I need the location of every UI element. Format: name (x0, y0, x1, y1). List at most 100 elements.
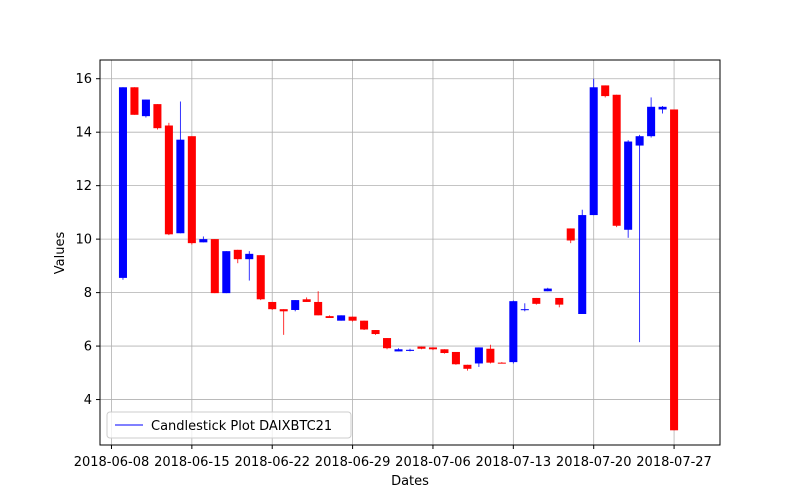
candle (589, 78, 598, 216)
candle-body (589, 87, 598, 216)
grid (100, 60, 720, 445)
y-tick-label: 16 (75, 72, 92, 87)
candle (509, 300, 518, 364)
candle (658, 105, 667, 114)
candle (337, 315, 346, 321)
x-tick-label: 2018-06-15 (154, 455, 230, 470)
candle (543, 287, 552, 292)
candle (383, 338, 392, 350)
candle (635, 134, 644, 343)
legend-label: Candlestick Plot DAIXBTC21 (151, 419, 332, 434)
candle (210, 239, 219, 294)
candle (394, 348, 403, 352)
candle (176, 101, 185, 234)
candle (371, 330, 380, 335)
candle-body (509, 301, 518, 363)
candle-body (233, 249, 242, 260)
candle-body (566, 228, 575, 241)
candle (118, 87, 127, 280)
candle-body (578, 215, 587, 314)
candle (601, 85, 610, 98)
candle (474, 347, 483, 367)
candle (130, 87, 139, 115)
candle (233, 249, 242, 264)
candle (222, 251, 231, 294)
candle (405, 348, 415, 352)
legend-box (106, 411, 352, 439)
candle-body (624, 141, 633, 230)
candles (118, 78, 679, 431)
candle-body (348, 316, 357, 321)
candle (417, 346, 426, 350)
candle (325, 315, 334, 319)
x-tick-label: 2018-07-27 (636, 455, 712, 470)
candle-body (612, 94, 621, 226)
candle (141, 99, 150, 118)
candle (463, 364, 472, 371)
candle-body (486, 348, 495, 363)
plot-frame (99, 59, 721, 446)
candle-body (658, 106, 667, 110)
candle-body (164, 125, 173, 235)
candle-body (405, 349, 415, 351)
x-axis-ticks: 2018-06-08 2018-06-15 2018-06-22 2018-06-29… (74, 445, 712, 470)
candle (256, 255, 265, 301)
candle-body (130, 87, 139, 115)
candle-body (635, 136, 644, 146)
x-tick-label: 2018-06-22 (234, 455, 310, 470)
candle-body (451, 351, 460, 365)
candle-body (670, 109, 679, 431)
y-tick-label: 14 (75, 126, 92, 141)
x-tick-label: 2018-07-13 (476, 455, 552, 470)
candle-body (222, 251, 231, 294)
candle (245, 251, 254, 281)
candle-body (325, 316, 334, 319)
candle (486, 344, 495, 364)
candle (199, 236, 208, 243)
candle (153, 104, 162, 130)
candle (279, 309, 288, 335)
candle-body (555, 297, 564, 305)
y-tick-label: 12 (75, 179, 92, 194)
candle (647, 97, 656, 138)
candle-body (302, 299, 311, 302)
candle-body (256, 255, 265, 300)
candle-body (440, 349, 449, 354)
candle (670, 109, 679, 431)
candle (268, 301, 277, 310)
candle (497, 362, 506, 364)
candle-body (153, 104, 162, 129)
candle (566, 228, 575, 244)
candle-body (291, 300, 300, 310)
x-tick-label: 2018-06-08 (74, 455, 150, 470)
candle (578, 209, 587, 314)
x-tick-label: 2018-07-20 (556, 455, 632, 470)
x-tick-label: 2018-07-06 (395, 455, 471, 470)
candle (624, 140, 633, 238)
candle (302, 297, 311, 302)
candle-body (187, 136, 196, 244)
candle-body (394, 349, 403, 352)
candle-body (118, 87, 127, 278)
candle (348, 316, 357, 322)
candle (520, 303, 529, 312)
candle-body (497, 362, 506, 364)
candle-body (474, 347, 483, 364)
candle-body (463, 364, 472, 369)
candle (187, 136, 196, 245)
candle-body (141, 99, 150, 117)
candle-body (210, 239, 219, 294)
x-tick-label: 2018-06-29 (315, 455, 391, 470)
candle-body (279, 309, 288, 312)
candle (428, 347, 437, 351)
candle-body (543, 288, 552, 292)
x-axis-label: Dates (391, 474, 429, 489)
legend: Candlestick Plot DAIXBTC21 (106, 411, 352, 439)
candle-body (337, 315, 346, 321)
candle-body (176, 139, 185, 234)
y-tick-label: 10 (75, 233, 92, 248)
y-tick-label: 8 (84, 286, 92, 301)
candle-body (360, 320, 369, 330)
candle (440, 349, 449, 354)
